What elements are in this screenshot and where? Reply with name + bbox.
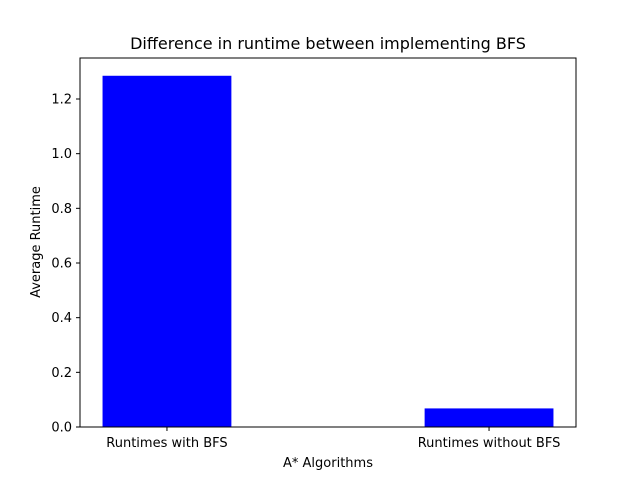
bar-1 [424,408,554,427]
plot-frame [79,57,577,428]
y-tick-label-3: 0.6 [51,257,72,272]
chart-title: Difference in runtime between implementi… [130,34,526,53]
y-tick-label-1: 0.2 [51,366,72,381]
x-axis: Runtimes with BFS Runtimes without BFS [106,427,560,451]
bars-group [102,75,554,428]
x-tick-label-1: Runtimes without BFS [418,436,561,451]
x-axis-label: A* Algorithms [283,456,373,471]
y-axis: 0.0 0.2 0.4 0.6 0.8 1.0 1.2 [51,93,80,436]
y-tick-label-0: 0.0 [51,421,72,436]
y-axis-label: Average Runtime [29,186,44,298]
y-tick-label-5: 1.0 [51,147,72,162]
y-tick-label-2: 0.4 [51,311,72,326]
x-tick-label-0: Runtimes with BFS [106,436,227,451]
y-tick-label-6: 1.2 [51,93,72,108]
y-tick-label-4: 0.8 [51,202,72,217]
bar-0 [102,75,232,428]
